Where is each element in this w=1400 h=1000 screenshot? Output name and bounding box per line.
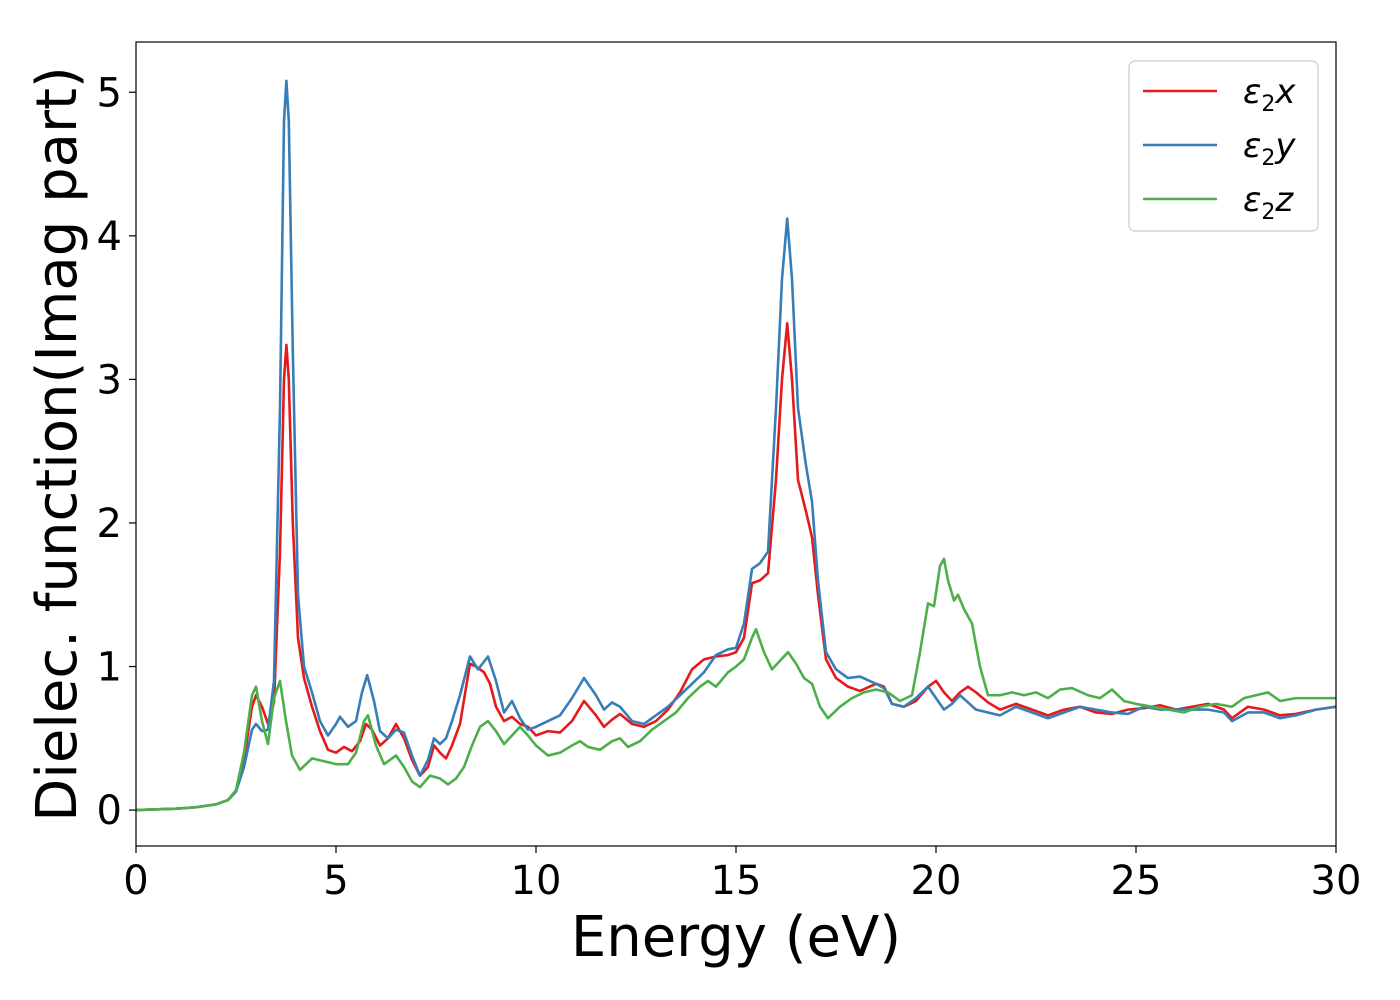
y-tick-label: 4 bbox=[97, 214, 122, 260]
y-axis: 0 1 2 3 4 5 bbox=[97, 70, 136, 834]
legend-label: ε2y bbox=[1243, 126, 1296, 171]
x-axis-title: Energy (eV) bbox=[571, 905, 901, 970]
legend-label: ε2x bbox=[1243, 72, 1296, 117]
x-tick-label: 5 bbox=[323, 858, 348, 904]
x-tick-label: 15 bbox=[711, 858, 762, 904]
series-line-z bbox=[136, 557, 1336, 812]
x-tick-label: 10 bbox=[511, 858, 562, 904]
y-tick-label: 5 bbox=[97, 70, 122, 116]
series-line-y bbox=[136, 79, 1336, 812]
y-tick-label: 2 bbox=[97, 501, 122, 547]
legend: ε2x ε2y ε2z bbox=[1128, 60, 1319, 232]
x-tick-label: 30 bbox=[1311, 858, 1362, 904]
legend-box bbox=[1128, 60, 1319, 232]
series-layer bbox=[136, 79, 1336, 812]
x-axis: 0 5 10 15 20 25 30 bbox=[123, 846, 1361, 904]
x-tick-label: 20 bbox=[911, 858, 962, 904]
y-tick-label: 0 bbox=[97, 788, 122, 834]
y-tick-label: 3 bbox=[97, 357, 122, 403]
x-tick-label: 0 bbox=[123, 858, 148, 904]
legend-label: ε2z bbox=[1243, 180, 1294, 225]
series-line-x bbox=[136, 322, 1336, 812]
y-axis-title: Dielec. function(Imag part) bbox=[25, 66, 90, 822]
y-tick-label: 1 bbox=[97, 645, 122, 691]
x-tick-label: 25 bbox=[1111, 858, 1162, 904]
